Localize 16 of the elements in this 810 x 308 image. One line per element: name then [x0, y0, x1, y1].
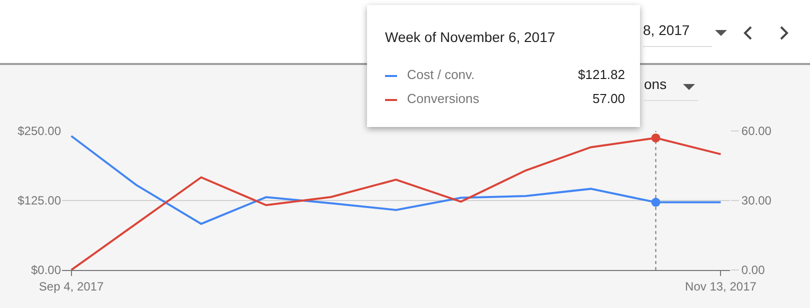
legend-label: Conversions	[407, 91, 480, 106]
text: 57.00	[592, 90, 625, 108]
text: Week of November 6, 2017	[385, 29, 556, 45]
line-series	[70, 135, 722, 225]
text: $121.82	[578, 66, 625, 84]
y2-tick-label: 0.00	[741, 263, 766, 278]
text: ons	[644, 76, 698, 101]
text: 8, 2017	[643, 22, 712, 47]
y-tick-label: $0.00	[30, 263, 62, 278]
y2-tick-label: 60.00	[741, 124, 772, 138]
x-tick-label: Sep 4, 2017	[38, 279, 104, 294]
y-tick-label: $125.00	[18, 194, 62, 208]
x-tick-label: Nov 13, 2017	[685, 279, 757, 294]
legend-label: Cost / conv.	[407, 67, 475, 82]
y-tick-label: $250.00	[18, 124, 62, 138]
y2-tick-label: 30.00	[741, 194, 772, 208]
